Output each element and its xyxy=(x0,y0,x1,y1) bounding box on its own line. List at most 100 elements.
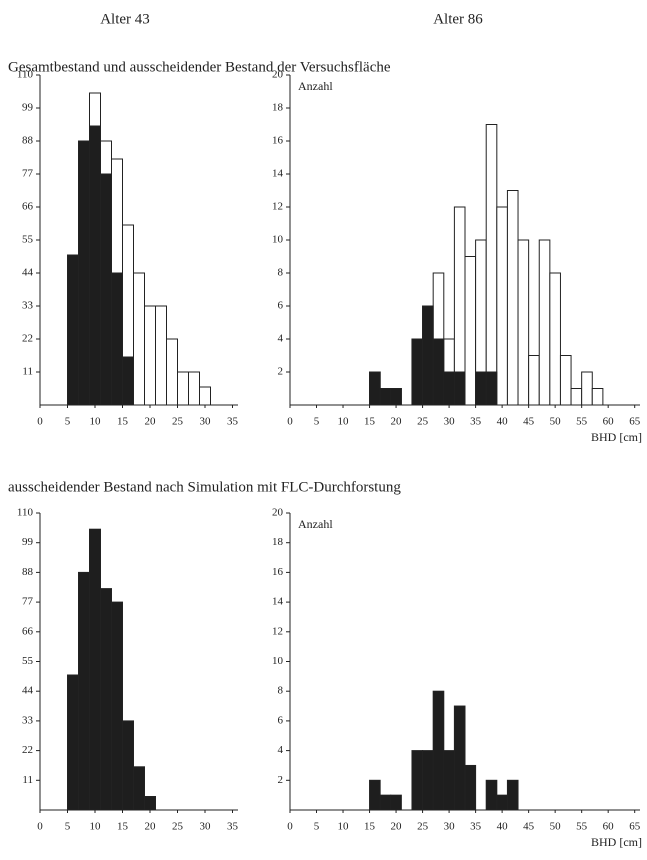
x-tick-label: 25 xyxy=(172,821,184,833)
bar xyxy=(390,794,402,811)
bar xyxy=(411,750,424,811)
y-tick-label: 33 xyxy=(22,300,34,312)
bar xyxy=(570,388,583,406)
x-tick-label: 10 xyxy=(338,821,350,833)
y-tick-label: 14 xyxy=(272,596,284,608)
bar xyxy=(432,338,445,406)
bar xyxy=(188,371,200,406)
bar xyxy=(100,588,112,811)
x-tick-label: 0 xyxy=(37,821,43,833)
bar xyxy=(122,720,134,811)
x-tick-label: 15 xyxy=(117,821,129,833)
bar xyxy=(78,140,90,406)
y-tick-label: 2 xyxy=(278,774,284,786)
column-title: Alter 43 xyxy=(100,11,150,27)
y-tick-label: 18 xyxy=(272,102,284,114)
bar xyxy=(549,272,561,406)
bar xyxy=(475,371,487,406)
x-tick-label: 25 xyxy=(172,416,184,428)
x-tick-label: 10 xyxy=(338,416,350,428)
y-tick-label: 12 xyxy=(272,201,283,213)
y-tick-label: 4 xyxy=(278,744,284,756)
y-tick-label: 22 xyxy=(22,333,33,345)
bar xyxy=(411,338,424,406)
bar xyxy=(100,173,112,406)
x-tick-label: 5 xyxy=(65,416,71,428)
x-tick-label: 0 xyxy=(287,416,293,428)
x-tick-label: 35 xyxy=(227,416,239,428)
x-tick-label: 60 xyxy=(603,416,615,428)
y-tick-label: 12 xyxy=(272,625,283,637)
x-axis-label: BHD [cm] xyxy=(591,430,642,444)
bar xyxy=(111,601,123,811)
x-tick-label: 5 xyxy=(314,416,320,428)
column-title: Alter 86 xyxy=(433,11,483,27)
y-tick-label: 55 xyxy=(22,655,34,667)
y-tick-label: 44 xyxy=(22,267,34,279)
y-tick-label: 88 xyxy=(22,135,34,147)
bar xyxy=(155,305,167,406)
x-tick-label: 50 xyxy=(550,416,562,428)
y-tick-label: 2 xyxy=(278,366,284,378)
x-tick-label: 30 xyxy=(200,821,212,833)
bar xyxy=(369,371,381,406)
x-tick-label: 10 xyxy=(90,416,102,428)
bar xyxy=(443,371,455,406)
bar xyxy=(67,674,79,811)
x-tick-label: 0 xyxy=(287,821,293,833)
x-tick-label: 45 xyxy=(523,416,535,428)
x-tick-label: 15 xyxy=(364,416,376,428)
y-tick-label: 110 xyxy=(17,69,34,81)
bar xyxy=(506,779,519,811)
y-tick-label: 16 xyxy=(272,566,284,578)
y-tick-label: 10 xyxy=(272,655,284,667)
y-tick-label: 33 xyxy=(22,714,34,726)
bar xyxy=(111,272,123,406)
y-tick-label: 55 xyxy=(22,234,34,246)
bar xyxy=(464,256,477,406)
bar xyxy=(177,371,189,406)
y-tick-label: 110 xyxy=(17,507,34,519)
bar xyxy=(464,764,477,811)
y-tick-label: 6 xyxy=(278,714,284,726)
x-tick-label: 20 xyxy=(145,821,157,833)
bar xyxy=(485,124,498,406)
bar xyxy=(538,239,551,406)
bar xyxy=(517,239,530,406)
x-tick-label: 35 xyxy=(470,416,482,428)
bar xyxy=(122,356,134,406)
y-tick-label: 20 xyxy=(272,69,284,81)
bar xyxy=(485,371,498,406)
y-tick-label: 88 xyxy=(22,566,34,578)
y-tick-label: 66 xyxy=(22,201,34,213)
x-tick-label: 5 xyxy=(314,821,320,833)
bar xyxy=(67,254,79,406)
y-tick-label: 11 xyxy=(22,774,33,786)
bar xyxy=(89,528,101,811)
y-axis-label: Anzahl xyxy=(298,517,333,531)
bar xyxy=(422,750,434,811)
y-tick-label: 8 xyxy=(278,685,284,697)
y-tick-label: 4 xyxy=(278,333,284,345)
bar xyxy=(379,794,392,811)
bar xyxy=(89,125,101,406)
bar xyxy=(496,206,508,406)
bar xyxy=(506,190,519,406)
bar xyxy=(453,705,466,811)
bar xyxy=(485,779,498,811)
bar xyxy=(78,571,90,811)
y-tick-label: 66 xyxy=(22,625,34,637)
x-tick-label: 25 xyxy=(417,821,429,833)
x-tick-label: 55 xyxy=(576,821,588,833)
x-tick-label: 45 xyxy=(523,821,535,833)
x-tick-label: 5 xyxy=(65,821,71,833)
x-tick-label: 30 xyxy=(444,821,456,833)
bar xyxy=(379,388,392,406)
bar xyxy=(166,338,178,406)
x-tick-label: 35 xyxy=(470,821,482,833)
y-tick-label: 44 xyxy=(22,685,34,697)
y-tick-label: 18 xyxy=(272,536,284,548)
x-tick-label: 20 xyxy=(391,416,403,428)
y-axis-label: Anzahl xyxy=(298,79,333,93)
